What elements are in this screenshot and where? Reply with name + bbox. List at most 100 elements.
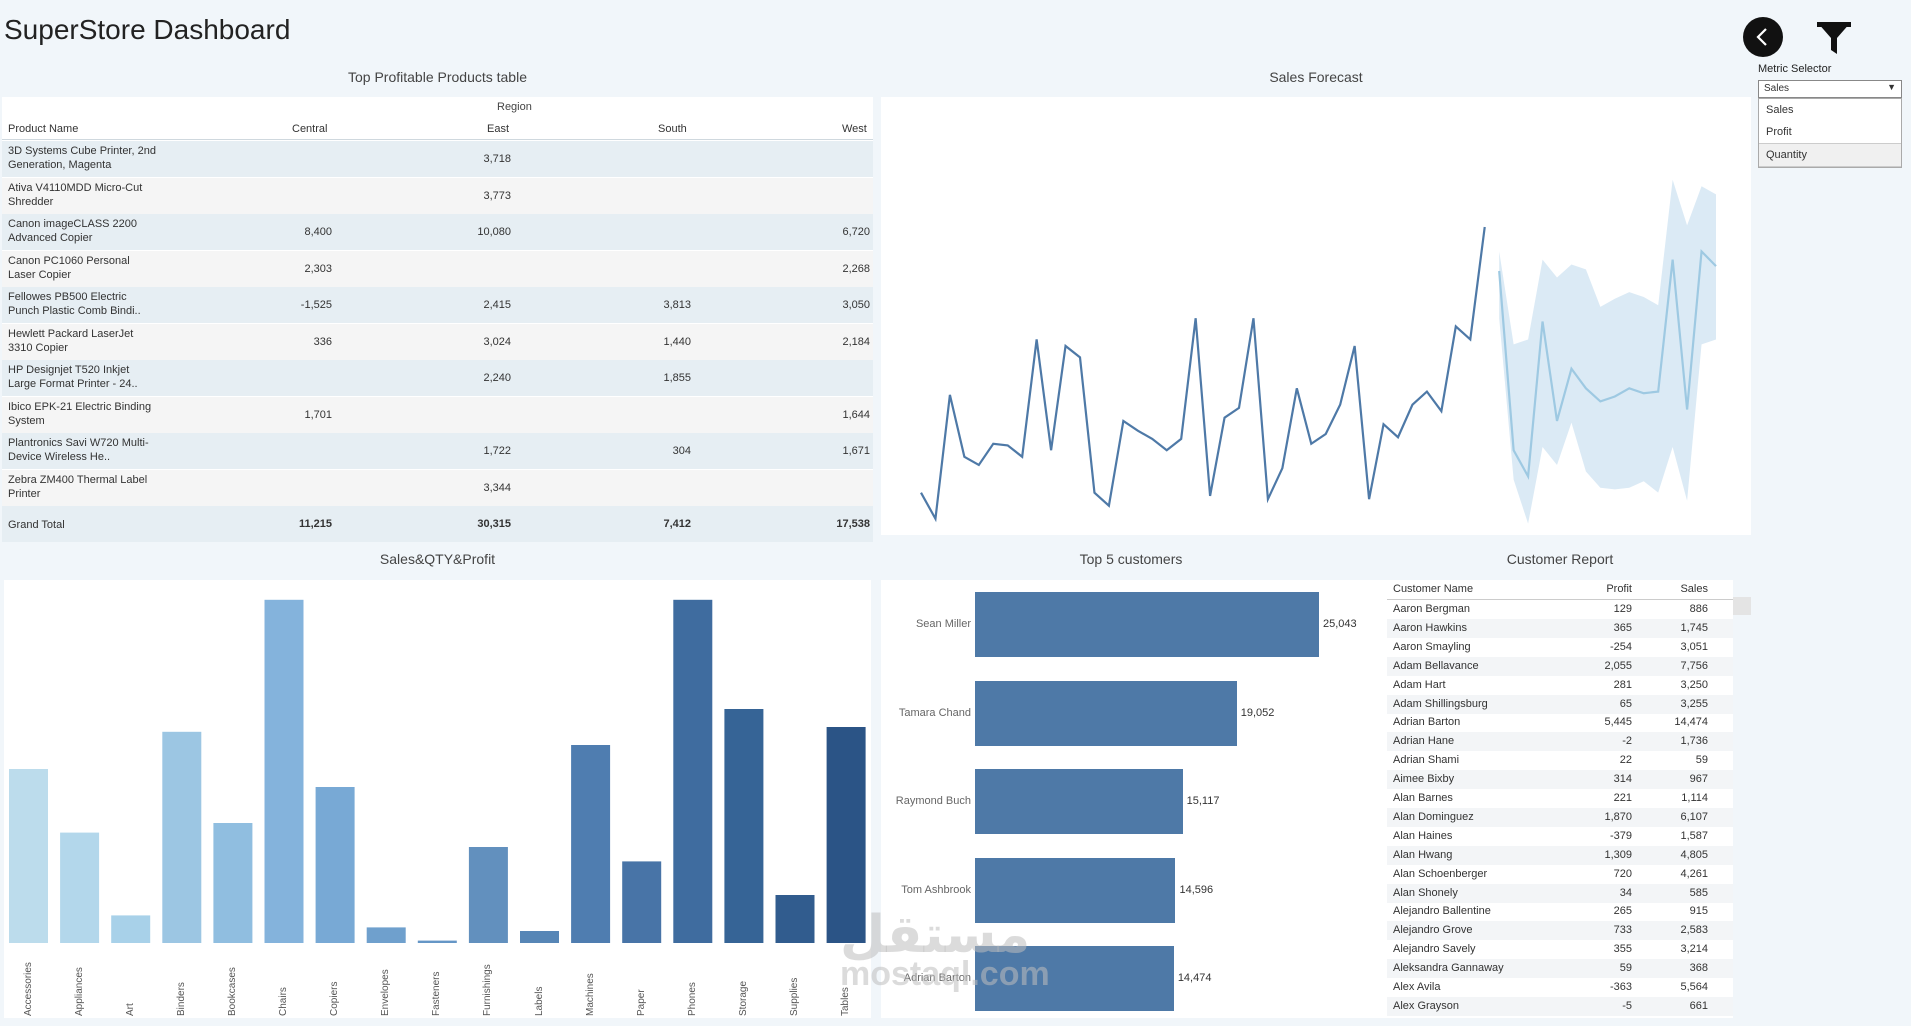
customer-bar[interactable] (975, 680, 1237, 746)
bar-furnishings (468, 847, 508, 943)
product-name: Canon PC1060 Personal Laser Copier (8, 254, 130, 281)
cell-central: 2,303 (304, 262, 332, 275)
table-row: Alan Dominguez 1,870 6,107 (1387, 807, 1733, 827)
bar-supplies (775, 895, 815, 943)
actual-sales-line (920, 226, 1486, 523)
customer-bar-label: 14,596 (1179, 883, 1214, 896)
customer-profit: 265 (1613, 905, 1632, 918)
category-label: Envelopes (380, 969, 392, 1016)
table-row: Adrian Hane -2 1,736 (1387, 732, 1733, 752)
customer-bar[interactable] (975, 769, 1183, 834)
bar-art (111, 915, 151, 943)
customer-profit: -254 (1609, 640, 1632, 653)
customer-sales: 1,745 (1680, 621, 1708, 634)
total-central: 11,215 (298, 518, 332, 530)
customer-sales: 59 (1695, 754, 1708, 767)
customer-profit: 2,055 (1604, 659, 1632, 672)
customer-name: Aimee Bixby (1393, 773, 1455, 786)
category-label: Storage (737, 980, 749, 1016)
forecast-confidence-band (1499, 179, 1716, 524)
customer-name: Alan Hwang (1393, 848, 1453, 861)
back-button[interactable] (1743, 17, 1783, 57)
product-name: Canon imageCLASS 2200 Advanced Copier (8, 218, 138, 244)
table-row: Adrian Barton 5,445 14,474 (1387, 713, 1733, 732)
category-label: Binders (175, 982, 187, 1016)
cell-central: 1,701 (304, 408, 332, 421)
customer-bar[interactable] (975, 946, 1174, 1011)
customer-sales: 3,214 (1680, 943, 1708, 956)
customer-profit: 314 (1613, 773, 1632, 786)
table-row: Aaron Smayling -254 3,051 (1387, 638, 1733, 657)
customer-bar-label: 15,117 (1186, 795, 1220, 807)
products-table-title: Top Profitable Products table (348, 69, 527, 85)
customer-name: Alan Haines (1393, 829, 1453, 842)
bar-storage (724, 709, 764, 943)
metric-option-profit[interactable]: Profit (1766, 126, 1792, 138)
category-label: Paper (635, 989, 647, 1016)
funnel-icon[interactable] (1815, 19, 1853, 57)
category-label: Appliances (73, 967, 85, 1016)
cell-south: 3,813 (663, 299, 691, 311)
customer-name: Adam Bellavance (1393, 659, 1479, 672)
products-table: Region Product Name Central East South W… (2, 97, 873, 542)
customer-profit: 65 (1619, 697, 1632, 710)
customer-profit: 720 (1613, 867, 1632, 880)
product-name: Hewlett Packard LaserJet 3310 Copier (8, 327, 134, 354)
metric-options-list: Sales Profit Quantity (1758, 98, 1902, 168)
table-row: Alejandro Savely 355 3,214 (1387, 940, 1733, 959)
header-east: East (487, 123, 510, 135)
metric-selector-dropdown[interactable]: Sales ▼ (1758, 80, 1902, 98)
metric-selected-value: Sales (1764, 83, 1790, 94)
customer-name: Aleksandra Gannaway (1393, 962, 1504, 975)
table-row: Aaron Hawkins 365 1,745 (1387, 618, 1733, 638)
customer-report-table: Customer Name Profit Sales Aaron Bergman… (1387, 580, 1733, 1018)
customer-name: Tamara Chand (898, 706, 971, 719)
watermark-url: mostaql.com (840, 955, 1050, 993)
customer-profit: 733 (1613, 924, 1632, 937)
cell-south: 1,855 (663, 372, 691, 384)
customer-bar[interactable] (975, 857, 1176, 923)
customer-sales: 368 (1689, 962, 1708, 975)
table-row: Hewlett Packard LaserJet 3310 Copier 336 3… (2, 323, 873, 360)
customer-profit: -2 (1622, 735, 1632, 748)
table-row: Alan Shonely 34 585 (1387, 883, 1733, 903)
scrollbar-thumb[interactable] (1733, 597, 1751, 615)
metric-option-sales[interactable]: Sales (1766, 104, 1794, 116)
table-row: Canon PC1060 Personal Laser Copier 2,303 2… (2, 250, 873, 287)
table-row: Alan Haines -379 1,587 (1387, 827, 1733, 846)
bar-tables (826, 727, 866, 943)
customer-name: Alex Grayson (1393, 999, 1460, 1012)
table-row: Alan Schoenberger 720 4,261 (1387, 865, 1733, 884)
customer-bar[interactable] (975, 592, 1319, 657)
customer-sales: 1,114 (1681, 792, 1708, 804)
customer-profit: -363 (1609, 981, 1632, 993)
header-west: West (842, 123, 867, 135)
category-label: Furnishings (482, 964, 494, 1016)
top5-title: Top 5 customers (1079, 551, 1183, 567)
cell-west: 3,050 (842, 299, 870, 311)
header-south: South (658, 123, 687, 135)
table-row: HP Designjet T520 Inkjet Large Format Pr… (2, 360, 873, 396)
metric-option-quantity[interactable]: Quantity (1759, 143, 1901, 167)
dropdown-arrow-icon: ▼ (1887, 82, 1896, 92)
total-east: 30,315 (477, 518, 511, 530)
customer-name: Sean Miller (915, 618, 971, 630)
bar-accessories (9, 769, 48, 943)
customer-name: Adrian Barton (903, 972, 971, 984)
bar-labels (520, 931, 559, 943)
customer-sales: 6,107 (1680, 810, 1708, 823)
customer-profit: 365 (1613, 621, 1632, 634)
customer-name: Adrian Barton (1393, 716, 1461, 729)
customer-profit: 59 (1619, 962, 1632, 975)
cell-east: 1,722 (483, 445, 511, 457)
table-row: Adam Hart 281 3,250 (1387, 676, 1733, 695)
table-row: Aaron Bergman 129 886 (1387, 600, 1733, 619)
cell-south: 304 (672, 445, 691, 457)
customer-name: Alan Barnes (1393, 792, 1453, 804)
table-row: Alan Hwang 1,309 4,805 (1387, 845, 1733, 865)
forecast-sales-line (1498, 248, 1717, 481)
customer-sales: 4,805 (1680, 848, 1708, 861)
customer-sales: 5,564 (1680, 981, 1708, 993)
bar-paper (622, 861, 662, 943)
table-row: Aleksandra Gannaway 59 368 (1387, 959, 1733, 979)
